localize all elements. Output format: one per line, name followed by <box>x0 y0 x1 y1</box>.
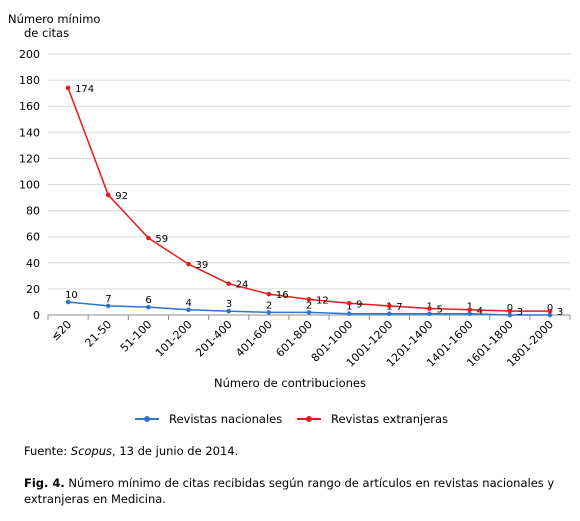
data-point <box>105 303 111 309</box>
data-point <box>266 310 272 315</box>
x-tick-label: ≤20 <box>49 318 75 344</box>
data-label: 1 <box>467 302 473 313</box>
data-label: 92 <box>115 191 128 202</box>
data-label: 16 <box>276 290 289 301</box>
y-tick-label: 160 <box>19 100 40 113</box>
source-prefix: Fuente: <box>24 444 71 458</box>
y-tick-label: 60 <box>26 231 40 244</box>
data-point <box>226 281 231 286</box>
x-tick-label: 21-50 <box>83 318 115 350</box>
data-label: 1 <box>346 302 352 313</box>
data-point <box>547 308 553 314</box>
data-point <box>346 311 352 316</box>
data-label: 12 <box>316 295 329 306</box>
y-tick-label: 100 <box>19 179 40 192</box>
data-point <box>146 304 151 310</box>
legend-marker-extranjeras <box>297 416 321 422</box>
legend-marker-nacionales <box>135 416 159 422</box>
data-label: 7 <box>396 302 402 313</box>
figure-caption-text: Número mínimo de citas recibidas según r… <box>24 476 555 506</box>
data-point <box>467 311 472 316</box>
source-note: Fuente: Scopus, 13 de junio de 2014. <box>24 444 238 458</box>
data-label: 0 <box>507 303 513 314</box>
data-point <box>306 310 312 315</box>
data-label: 3 <box>226 299 232 310</box>
data-point <box>346 300 352 306</box>
figure-caption-label: Fig. 4. <box>24 476 65 490</box>
y-tick-label: 200 <box>19 48 40 61</box>
data-label: 6 <box>145 295 151 306</box>
data-label: 59 <box>155 234 168 245</box>
data-label: 2 <box>266 300 272 311</box>
y-axis-title-line1: Número mínimo <box>8 12 101 26</box>
legend-label-nacionales: Revistas nacionales <box>169 412 283 426</box>
data-label: 4 <box>477 306 483 317</box>
data-point <box>427 311 432 316</box>
y-tick-label: 40 <box>26 257 40 270</box>
x-tick-label: 101-200 <box>153 318 195 360</box>
data-point <box>507 312 513 318</box>
data-point <box>387 311 392 316</box>
data-point <box>467 307 472 313</box>
legend-item-nacionales: Revistas nacionales <box>135 412 282 426</box>
data-point <box>65 85 71 91</box>
data-label: 0 <box>547 303 553 314</box>
y-tick-label: 180 <box>19 74 40 87</box>
data-label: 9 <box>356 299 362 310</box>
data-label: 10 <box>65 290 78 301</box>
y-tick-label: 0 <box>33 309 40 322</box>
series-line-1 <box>67 87 550 312</box>
y-axis-title-line2: de citas <box>24 26 70 40</box>
legend-label-extranjeras: Revistas extranjeras <box>331 412 449 426</box>
data-point <box>387 303 392 309</box>
y-tick-label: 120 <box>19 152 40 165</box>
data-label: 3 <box>557 307 563 318</box>
y-axis-title: Número mínimo de citas <box>8 12 100 40</box>
y-tick-label: 140 <box>19 126 40 139</box>
data-label: 174 <box>75 84 94 95</box>
x-tick-label: 601-800 <box>273 318 315 360</box>
data-point <box>226 308 231 314</box>
figure-caption: Fig. 4. Número mínimo de citas recibidas… <box>24 475 564 507</box>
x-tick-label: 51-100 <box>118 318 155 355</box>
data-label: 3 <box>517 307 523 318</box>
data-label: 4 <box>186 298 192 309</box>
source-name: Scopus <box>70 444 113 458</box>
data-point <box>105 192 111 198</box>
data-point <box>146 235 151 241</box>
data-point <box>306 297 312 302</box>
data-label: 5 <box>436 304 442 315</box>
x-tick-label: 401-600 <box>233 318 275 360</box>
data-point <box>547 312 553 318</box>
data-point <box>186 261 191 267</box>
data-point <box>266 291 272 297</box>
data-point <box>507 308 513 314</box>
data-label: 2 <box>306 300 312 311</box>
data-point <box>65 299 71 305</box>
y-tick-label: 80 <box>26 205 40 218</box>
data-label: 24 <box>236 280 249 291</box>
data-point <box>427 306 432 311</box>
source-suffix: , 13 de junio de 2014. <box>112 444 239 458</box>
x-tick-label: 201-400 <box>193 318 235 360</box>
y-tick-label: 20 <box>26 283 40 296</box>
data-point <box>186 307 191 313</box>
data-label: 39 <box>196 260 209 271</box>
x-axis-title: Número de contribuciones <box>214 376 366 390</box>
data-label: 7 <box>105 294 111 305</box>
legend-item-extranjeras: Revistas extranjeras <box>297 412 448 426</box>
